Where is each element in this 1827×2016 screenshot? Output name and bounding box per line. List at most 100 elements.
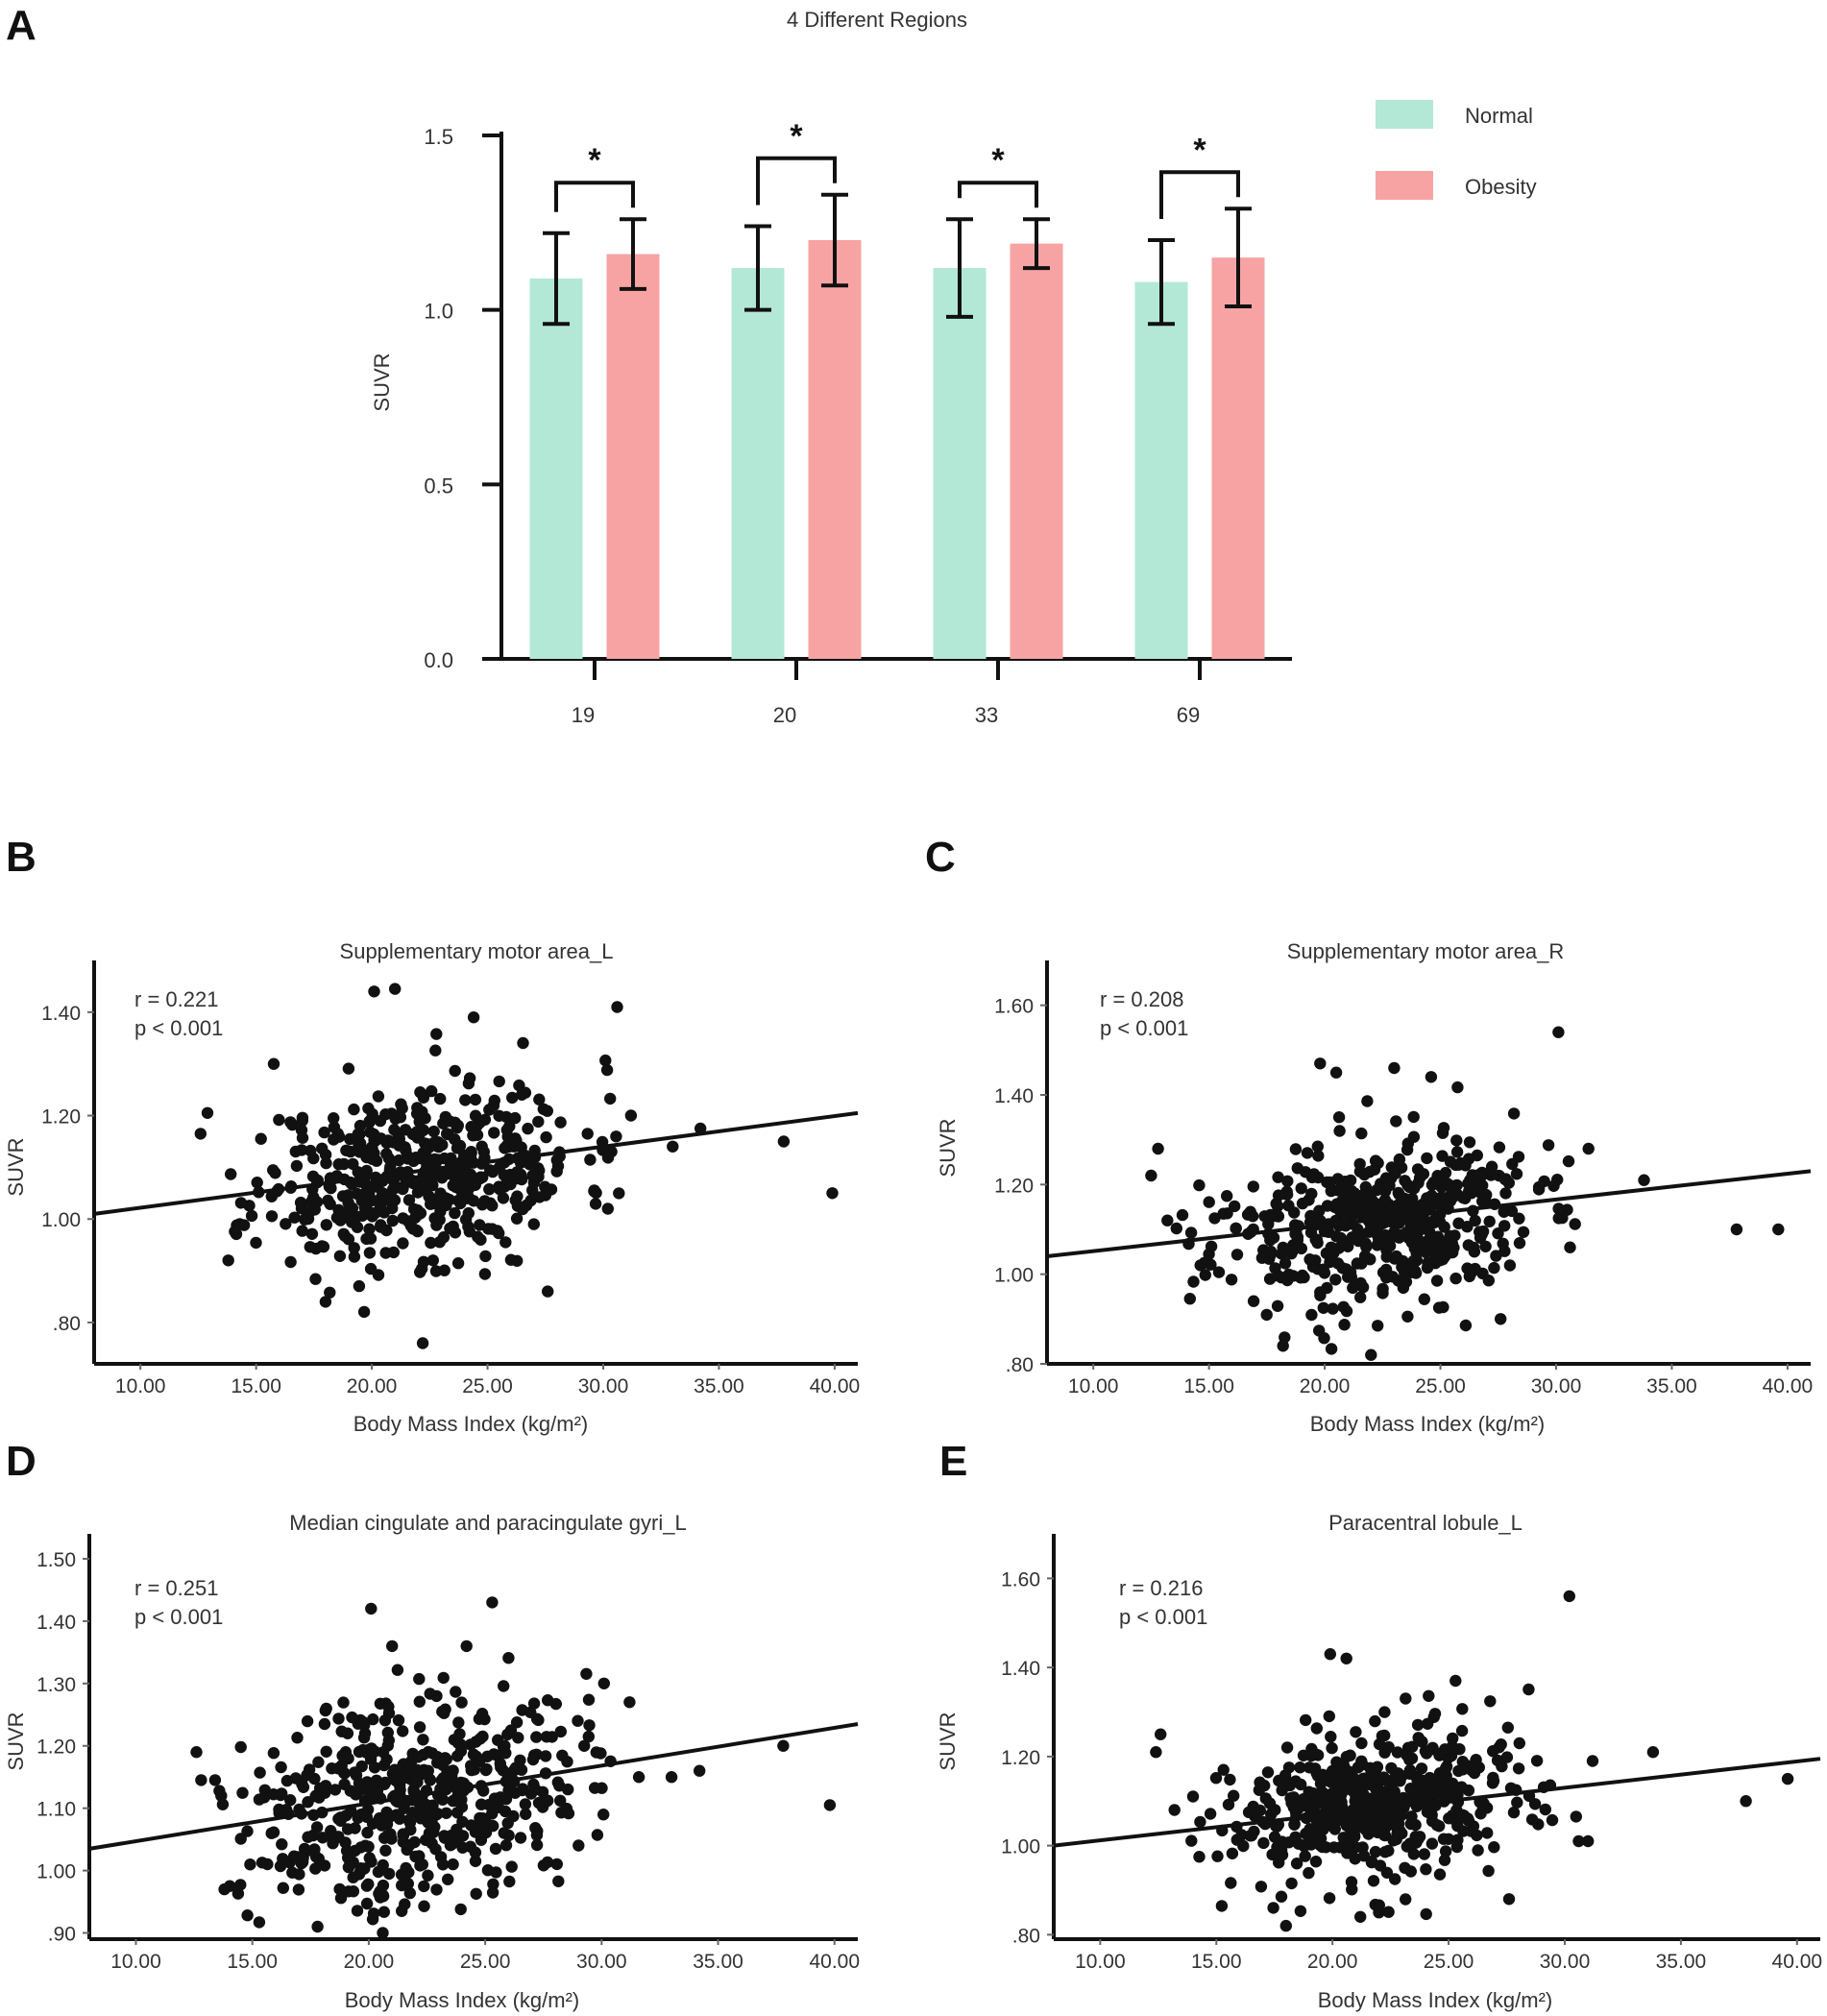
chart-c-point: [1349, 1187, 1361, 1200]
chart-d-point: [469, 1846, 482, 1858]
chart-b-point: [353, 1137, 367, 1150]
chart-e-point: [1303, 1761, 1316, 1774]
chart-e-point: [1255, 1881, 1268, 1893]
chart-d-point: [342, 1860, 355, 1874]
chart-b-point: [382, 1190, 395, 1202]
chart-e-point: [1500, 1751, 1514, 1763]
chart-e-point: [1400, 1692, 1412, 1705]
chart-d-point: [424, 1688, 436, 1700]
chart-c-point: [1247, 1295, 1260, 1307]
chart-c-point: [1499, 1173, 1512, 1185]
chart-d-point: [694, 1764, 706, 1777]
chart-b-point: [601, 1202, 614, 1215]
chart-e-point: [1382, 1740, 1395, 1754]
chart-e-point: [1340, 1750, 1353, 1763]
chart-b-point: [399, 1124, 412, 1136]
chart-d-point: [316, 1832, 329, 1844]
chart-a-bar-normal: [529, 278, 583, 659]
chart-b-point: [265, 1210, 279, 1223]
chart-e-point: [1369, 1763, 1382, 1777]
chart-c-point: [1492, 1227, 1504, 1240]
chart-d-point: [404, 1823, 417, 1836]
chart-e-point: [1405, 1752, 1419, 1765]
chart-b-x-tick-label: 35.00: [694, 1375, 744, 1397]
chart-d-point: [583, 1719, 596, 1732]
chart-e-point: [1324, 1648, 1337, 1661]
chart-c-point: [1476, 1267, 1489, 1280]
chart-e-point: [1449, 1674, 1462, 1688]
chart-e-point: [1353, 1777, 1366, 1789]
chart-c-point: [1289, 1143, 1303, 1155]
chart-c-point: [1638, 1174, 1650, 1186]
chart-c-point: [1262, 1218, 1275, 1230]
chart-b-point: [344, 1132, 356, 1146]
chart-b-point: [533, 1191, 546, 1203]
chart-b-point: [449, 1206, 461, 1220]
chart-c-point: [1450, 1134, 1463, 1147]
chart-a-bar-obesity: [1010, 243, 1063, 659]
chart-e-point: [1254, 1804, 1267, 1817]
chart-e-point: [1289, 1775, 1303, 1787]
chart-c-point: [1282, 1268, 1295, 1281]
chart-b-point: [397, 1182, 409, 1196]
chart-d-point: [378, 1906, 390, 1918]
chart-e-point: [1300, 1713, 1312, 1727]
chart-d-point: [335, 1725, 348, 1737]
chart-d-x-tick-label: 10.00: [110, 1951, 161, 1973]
chart-d-point: [560, 1802, 573, 1815]
chart-c-point: [1510, 1168, 1523, 1180]
chart-d-point: [422, 1869, 434, 1882]
chart-d-point: [539, 1750, 552, 1762]
chart-e-point: [1413, 1831, 1426, 1843]
chart-e-point: [1513, 1737, 1526, 1750]
chart-d-x-tick-label: 40.00: [809, 1951, 860, 1973]
chart-b-point: [533, 1093, 546, 1105]
chart-e-point: [1330, 1800, 1343, 1812]
chart-b-point: [305, 1227, 319, 1241]
chart-b-point: [201, 1106, 214, 1120]
chart-c-point: [1354, 1291, 1367, 1303]
chart-b-point: [469, 1178, 481, 1192]
chart-c: Supplementary motor area_Rr = 0.208 p < 0…: [936, 939, 1813, 1436]
chart-c-point: [1340, 1304, 1353, 1318]
chart-c-point: [1327, 1302, 1339, 1315]
chart-e-point: [1420, 1863, 1432, 1876]
chart-b-point: [430, 1028, 443, 1040]
chart-c-point: [1379, 1263, 1393, 1276]
chart-c-point: [1247, 1180, 1260, 1193]
chart-b-point: [265, 1190, 278, 1203]
chart-e-point: [1409, 1818, 1422, 1832]
chart-d-point: [234, 1740, 247, 1754]
chart-b-point: [342, 1196, 354, 1209]
chart-a: 4 Different Regions SUVR 0.0 0.5 1.0 1.5 19 * 20…: [370, 8, 1537, 727]
chart-e-point: [1471, 1829, 1483, 1842]
chart-c-point: [1199, 1269, 1212, 1281]
chart-d-point: [354, 1841, 367, 1854]
chart-e-point: [1438, 1854, 1451, 1866]
chart-c-x-axis-label: Body Mass Index (kg/m²): [1310, 1412, 1546, 1436]
chart-c-p-value: p < 0.001: [1100, 1016, 1188, 1040]
chart-c-point: [1355, 1127, 1368, 1140]
chart-e-point: [1217, 1763, 1230, 1776]
chart-b-point: [434, 1092, 447, 1105]
chart-e-point: [1482, 1864, 1495, 1878]
chart-e-point: [1522, 1683, 1535, 1696]
chart-d-point: [370, 1774, 383, 1787]
chart-d-point: [589, 1782, 601, 1794]
chart-b-point: [493, 1075, 505, 1088]
chart-b-point: [584, 1154, 597, 1166]
chart-c-point: [1772, 1223, 1785, 1236]
chart-b-point: [288, 1211, 301, 1224]
chart-b-point: [389, 983, 402, 995]
chart-d-point: [347, 1871, 359, 1883]
chart-e-point: [1423, 1804, 1436, 1816]
chart-e-point: [1294, 1761, 1306, 1774]
chart-e-point: [1411, 1718, 1425, 1732]
chart-a-x-tick-label: 20: [773, 703, 796, 727]
chart-b-point: [194, 1128, 207, 1140]
chart-b-point: [508, 1139, 521, 1152]
chart-e-y-tick-label: 1.60: [1001, 1568, 1040, 1591]
chart-b-point: [493, 1182, 506, 1196]
chart-d-r-value: r = 0.251: [134, 1576, 218, 1600]
chart-d-point: [554, 1794, 567, 1808]
